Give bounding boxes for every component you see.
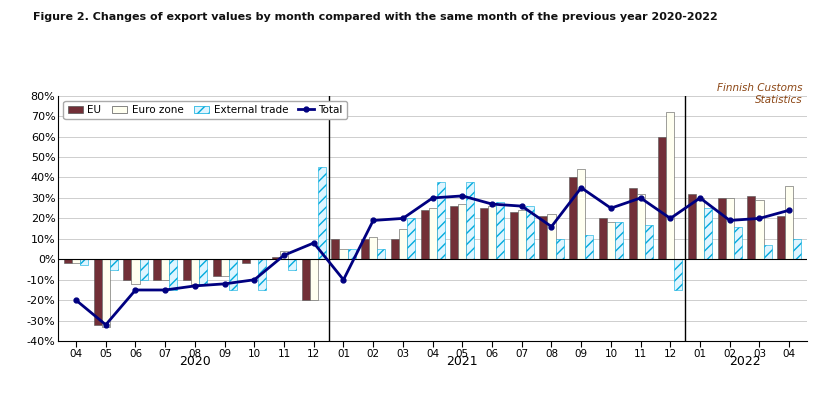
Bar <box>688 194 696 259</box>
Bar <box>607 223 615 259</box>
Bar <box>213 259 220 276</box>
Bar <box>518 210 526 259</box>
Legend: EU, Euro zone, External trade, Total: EU, Euro zone, External trade, Total <box>63 101 347 119</box>
Bar <box>547 214 556 259</box>
Bar <box>569 178 577 259</box>
Bar <box>140 259 147 280</box>
Bar <box>437 181 444 259</box>
Bar <box>428 208 437 259</box>
Bar <box>747 196 755 259</box>
Bar <box>645 225 652 259</box>
Bar <box>229 259 236 290</box>
Bar <box>220 259 229 276</box>
Bar <box>450 206 458 259</box>
Bar <box>696 198 704 259</box>
Text: 2020: 2020 <box>179 355 210 369</box>
Bar <box>191 259 199 284</box>
Bar <box>755 200 764 259</box>
Text: Figure 2. Changes of export values by month compared with the same month of the : Figure 2. Changes of export values by mo… <box>33 12 718 22</box>
Bar <box>110 259 118 270</box>
Bar <box>272 257 280 259</box>
Bar <box>131 259 140 284</box>
Bar <box>123 259 131 280</box>
Bar <box>302 259 310 300</box>
Bar <box>488 206 496 259</box>
Bar <box>629 188 636 259</box>
Bar <box>734 227 742 259</box>
Bar <box>666 112 675 259</box>
Text: 2022: 2022 <box>729 355 760 369</box>
Bar <box>556 239 563 259</box>
Bar <box>64 259 72 263</box>
Bar <box>615 223 623 259</box>
Bar <box>467 181 474 259</box>
Bar <box>102 259 110 327</box>
Bar <box>585 235 593 259</box>
Bar <box>599 218 607 259</box>
Bar <box>331 239 339 259</box>
Text: Finnish Customs
Statistics: Finnish Customs Statistics <box>717 83 803 105</box>
Bar <box>259 259 266 290</box>
Bar <box>764 245 771 259</box>
Bar <box>183 259 191 280</box>
Bar <box>510 212 518 259</box>
Bar <box>496 202 504 259</box>
Bar <box>777 216 785 259</box>
Bar <box>94 259 102 325</box>
Bar <box>80 259 88 265</box>
Bar <box>169 259 177 290</box>
Bar <box>199 259 207 284</box>
Bar <box>526 206 534 259</box>
Bar <box>785 186 793 259</box>
Bar <box>793 239 801 259</box>
Bar <box>339 249 348 259</box>
Bar <box>288 259 296 270</box>
Bar <box>577 169 585 259</box>
Bar <box>704 208 712 259</box>
Bar <box>407 218 415 259</box>
Bar <box>377 249 385 259</box>
Bar <box>361 239 369 259</box>
Bar <box>480 208 488 259</box>
Bar <box>161 259 169 280</box>
Bar <box>399 229 407 259</box>
Bar <box>242 259 250 263</box>
Bar <box>369 237 377 259</box>
Bar <box>318 167 326 259</box>
Bar <box>458 204 467 259</box>
Bar <box>153 259 161 280</box>
Bar <box>72 259 80 263</box>
Bar <box>636 194 645 259</box>
Bar <box>391 239 399 259</box>
Bar <box>421 210 428 259</box>
Bar <box>675 259 682 290</box>
Bar <box>539 216 547 259</box>
Bar <box>658 136 666 259</box>
Bar <box>726 198 734 259</box>
Text: 2021: 2021 <box>447 355 478 369</box>
Bar <box>348 249 355 259</box>
Bar <box>280 251 288 259</box>
Bar <box>310 259 318 300</box>
Bar <box>718 198 726 259</box>
